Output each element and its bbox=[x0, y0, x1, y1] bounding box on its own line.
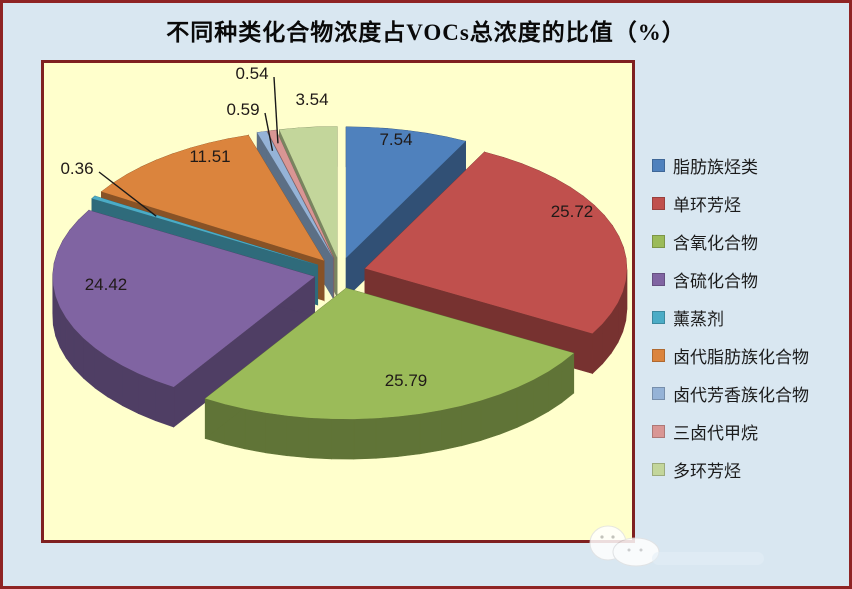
watermark-text-strip bbox=[652, 552, 764, 565]
legend-label: 三卤代甲烷 bbox=[673, 423, 758, 443]
legend-swatch-icon bbox=[652, 462, 665, 476]
legend-swatch-icon bbox=[652, 196, 665, 210]
legend-label: 卤代芳香族化合物 bbox=[673, 385, 809, 405]
legend-swatch-icon bbox=[652, 310, 665, 324]
leader-line bbox=[264, 112, 274, 151]
legend-label: 薰蒸剂 bbox=[673, 309, 724, 329]
legend-item: 薰蒸剂 bbox=[652, 305, 809, 329]
legend-swatch-icon bbox=[652, 424, 665, 438]
legend-swatch-icon bbox=[652, 386, 665, 400]
slice-value-label: 25.79 bbox=[385, 371, 428, 390]
slice-value-label: 0.54 bbox=[235, 64, 268, 83]
chart-title: 不同种类化合物浓度占VOCs总浓度的比值（%） bbox=[166, 20, 686, 45]
legend-item: 含硫化合物 bbox=[652, 267, 809, 291]
legend-label: 卤代脂肪族化合物 bbox=[673, 347, 809, 367]
legend-item: 含氧化合物 bbox=[652, 229, 809, 253]
legend-label: 脂肪族烃类 bbox=[673, 157, 758, 177]
legend-item: 三卤代甲烷 bbox=[652, 419, 809, 443]
legend-label: 含硫化合物 bbox=[673, 271, 758, 291]
pie-slice-1 bbox=[345, 126, 466, 299]
legend-label: 单环芳烃 bbox=[673, 195, 741, 215]
slice-value-label: 24.42 bbox=[85, 275, 128, 294]
legend-item: 单环芳烃 bbox=[652, 191, 809, 215]
legend-item: 脂肪族烃类 bbox=[652, 153, 809, 177]
legend: 脂肪族烃类 单环芳烃 含氧化合物 含硫化合物 薰蒸剂 卤代脂肪族化合物 卤代芳香… bbox=[652, 153, 809, 495]
slice-value-label: 11.51 bbox=[189, 147, 230, 166]
legend-label: 多环芳烃 bbox=[673, 461, 741, 481]
leader-line bbox=[273, 76, 279, 144]
pie-chart-svg: 7.54 25.72 25.79 24.42 0.36 11.51 0.59 0.54 3.54 bbox=[52, 64, 628, 460]
slice-value-label: 7.54 bbox=[379, 130, 412, 149]
pie-slice-3 bbox=[204, 287, 575, 460]
legend-label: 含氧化合物 bbox=[673, 233, 758, 253]
slice-value-label: 25.72 bbox=[551, 202, 594, 221]
legend-item: 卤代脂肪族化合物 bbox=[652, 343, 809, 367]
legend-swatch-icon bbox=[652, 234, 665, 248]
legend-item: 卤代芳香族化合物 bbox=[652, 381, 809, 405]
plot-area: 7.54 25.72 25.79 24.42 0.36 11.51 0.59 0.54 3.54 bbox=[41, 60, 635, 543]
slice-value-label: 3.54 bbox=[295, 90, 328, 109]
pie-slice-4 bbox=[52, 209, 316, 428]
leader-line bbox=[98, 171, 157, 217]
legend-swatch-icon bbox=[652, 272, 665, 286]
legend-swatch-icon bbox=[652, 348, 665, 362]
legend-swatch-icon bbox=[652, 158, 665, 172]
legend-item: 多环芳烃 bbox=[652, 457, 809, 481]
slice-value-label: 0.59 bbox=[226, 100, 259, 119]
slice-value-label: 0.36 bbox=[60, 159, 93, 178]
